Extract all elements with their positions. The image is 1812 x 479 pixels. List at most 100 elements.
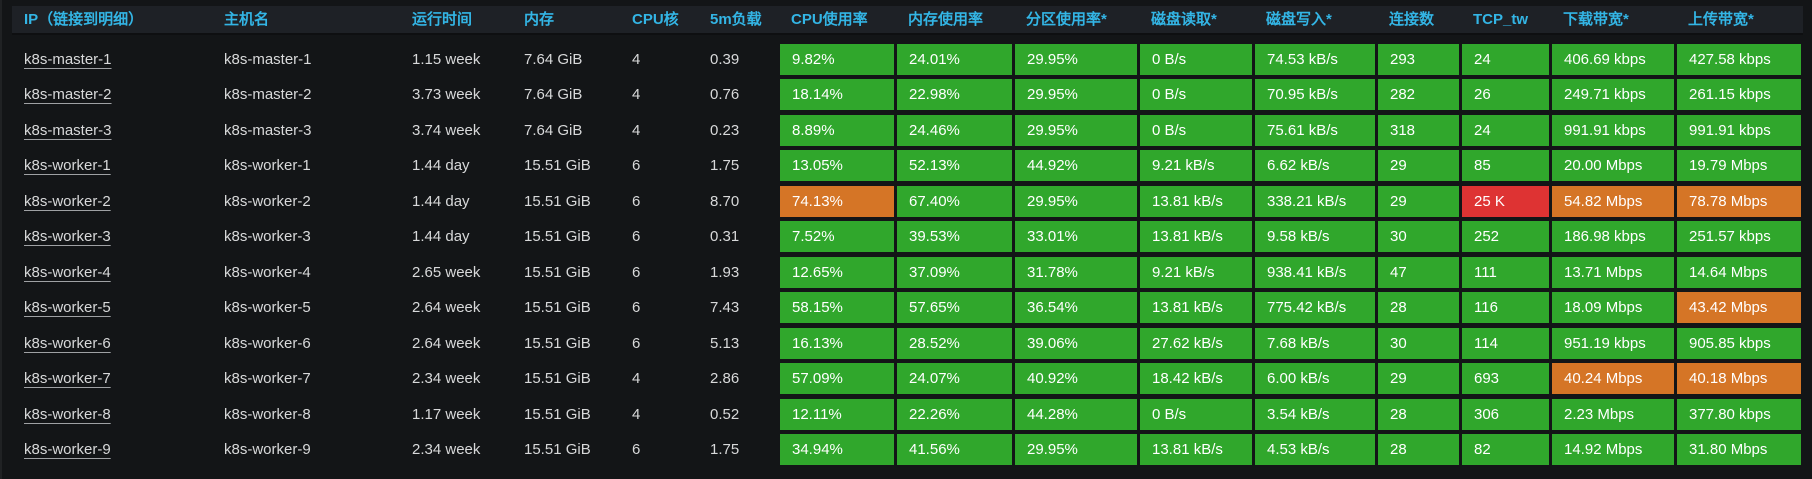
disk-read-value: 18.42 kB/s: [1140, 363, 1252, 394]
cell-load-5m: 1.93: [710, 263, 740, 281]
tcp-tw-value: 24: [1462, 114, 1549, 146]
partition-usage-value: 29.95%: [1015, 434, 1137, 465]
cell-disk-read: 9.21 kB/s: [1139, 255, 1254, 291]
column-header-disk-read[interactable]: 磁盘读取*: [1139, 6, 1254, 35]
ip-detail-link[interactable]: k8s-master-2: [24, 86, 112, 103]
ip-detail-link[interactable]: k8s-worker-6: [24, 334, 111, 352]
download-bandwidth-value: 991.91 kbps: [1552, 114, 1674, 146]
partition-usage-value: 29.95%: [1015, 114, 1137, 146]
cpu-usage-value: 18.14%: [780, 79, 894, 110]
disk-write-value: 338.21 kB/s: [1255, 185, 1375, 217]
ip-detail-link[interactable]: k8s-master-3: [24, 121, 112, 139]
download-bandwidth-value: 40.24 Mbps: [1552, 363, 1674, 394]
partition-usage-value: 40.92%: [1015, 363, 1137, 394]
cell-partition-usage: 39.06%: [1014, 326, 1139, 362]
cell-memory: 15.51 GiB: [524, 157, 591, 174]
cell-load-5m: 0.23: [710, 121, 740, 139]
download-bandwidth-value: 54.82 Mbps: [1552, 185, 1674, 217]
column-header-uptime[interactable]: 运行时间: [400, 6, 512, 35]
cpu-usage-value: 74.13%: [780, 185, 894, 217]
ip-detail-link[interactable]: k8s-worker-2: [24, 192, 111, 210]
cell-hostname: k8s-master-3: [224, 121, 312, 139]
cell-partition-usage: 40.92%: [1014, 361, 1139, 397]
connections-value: 282: [1378, 79, 1459, 110]
cell-tcp-tw: 116: [1461, 290, 1551, 326]
column-header-cpu-usage[interactable]: CPU使用率: [779, 6, 896, 35]
ip-detail-link[interactable]: k8s-worker-8: [24, 405, 111, 423]
cell-cpu-usage: 9.82%: [779, 42, 896, 78]
column-header-disk-write[interactable]: 磁盘写入*: [1254, 6, 1377, 35]
ip-detail-link[interactable]: k8s-worker-3: [24, 228, 111, 245]
cell-download-bandwidth: 249.71 kbps: [1551, 77, 1676, 113]
cell-disk-write: 70.95 kB/s: [1254, 77, 1377, 113]
column-header-ip[interactable]: IP（链接到明细）: [12, 6, 212, 35]
connections-value: 30: [1378, 327, 1459, 359]
cell-memory-usage: 39.53%: [896, 219, 1014, 255]
cell-ip: k8s-worker-1: [12, 148, 212, 184]
cell-hostname: k8s-worker-5: [224, 299, 311, 316]
ip-detail-link[interactable]: k8s-worker-4: [24, 263, 111, 281]
disk-write-value: 3.54 kB/s: [1255, 398, 1375, 430]
cpu-usage-value: 12.11%: [780, 398, 894, 430]
cell-ip: k8s-worker-9: [12, 432, 212, 468]
connections-value: 29: [1378, 150, 1459, 181]
tcp-tw-value: 252: [1462, 221, 1549, 252]
cpu-usage-value: 8.89%: [780, 114, 894, 146]
disk-read-value: 0 B/s: [1140, 43, 1252, 75]
ip-detail-link[interactable]: k8s-worker-9: [24, 441, 111, 458]
cell-tcp-tw: 24: [1461, 113, 1551, 149]
cell-connections: 28: [1377, 290, 1461, 326]
cell-uptime: 1.44 day: [412, 192, 470, 210]
cell-tcp-tw: 85: [1461, 148, 1551, 184]
panel-top-gap: [2, 0, 1812, 6]
column-header-memory[interactable]: 内存: [512, 6, 620, 35]
cell-connections: 30: [1377, 219, 1461, 255]
cell-disk-read: 13.81 kB/s: [1139, 219, 1254, 255]
column-header-hostname[interactable]: 主机名: [212, 6, 400, 35]
cell-memory: 15.51 GiB: [524, 263, 591, 281]
cell-uptime: 2.34 week: [412, 441, 481, 458]
cell-upload-bandwidth: 377.80 kbps: [1676, 397, 1803, 433]
column-header-upload-bandwidth[interactable]: 上传带宽*: [1676, 6, 1803, 35]
connections-value: 29: [1378, 363, 1459, 394]
ip-detail-link[interactable]: k8s-worker-1: [24, 157, 111, 174]
cell-connections: 30: [1377, 326, 1461, 362]
cell-upload-bandwidth: 427.58 kbps: [1676, 42, 1803, 78]
disk-write-value: 70.95 kB/s: [1255, 79, 1375, 110]
cell-cpu-cores: 6: [632, 441, 641, 458]
column-header-cpu-cores[interactable]: CPU核: [620, 6, 698, 35]
cell-uptime: 1.15 week: [412, 50, 481, 68]
cell-load-5m: 5.13: [710, 334, 740, 352]
cell-load-5m: 0.52: [710, 405, 740, 423]
cell-load-5m: 0.31: [710, 228, 740, 245]
disk-read-value: 13.81 kB/s: [1140, 292, 1252, 323]
cell-disk-write: 4.53 kB/s: [1254, 432, 1377, 468]
cell-upload-bandwidth: 43.42 Mbps: [1676, 290, 1803, 326]
cell-memory: 7.64 GiB: [524, 50, 583, 68]
ip-detail-link[interactable]: k8s-worker-7: [24, 370, 111, 387]
cell-memory-usage: 24.46%: [896, 113, 1014, 149]
cell-ip: k8s-worker-5: [12, 290, 212, 326]
partition-usage-value: 31.78%: [1015, 256, 1137, 288]
cell-memory: 15.51 GiB: [524, 370, 591, 387]
cell-uptime: 2.64 week: [412, 299, 481, 316]
download-bandwidth-value: 18.09 Mbps: [1552, 292, 1674, 323]
disk-write-value: 74.53 kB/s: [1255, 43, 1375, 75]
upload-bandwidth-value: 905.85 kbps: [1677, 327, 1801, 359]
column-header-partition-usage[interactable]: 分区使用率*: [1014, 6, 1139, 35]
ip-detail-link[interactable]: k8s-master-1: [24, 50, 112, 68]
column-header-connections[interactable]: 连接数: [1377, 6, 1461, 35]
cell-partition-usage: 36.54%: [1014, 290, 1139, 326]
column-header-load-5m[interactable]: 5m负载: [698, 6, 779, 35]
cell-connections: 29: [1377, 361, 1461, 397]
cell-connections: 282: [1377, 77, 1461, 113]
column-header-download-bandwidth[interactable]: 下载带宽*: [1551, 6, 1676, 35]
cpu-usage-value: 12.65%: [780, 256, 894, 288]
column-header-memory-usage[interactable]: 内存使用率: [896, 6, 1014, 35]
column-header-tcp-tw[interactable]: TCP_tw: [1461, 6, 1551, 35]
connections-value: 30: [1378, 221, 1459, 252]
partition-usage-value: 44.28%: [1015, 398, 1137, 430]
ip-detail-link[interactable]: k8s-worker-5: [24, 299, 111, 316]
cell-upload-bandwidth: 31.80 Mbps: [1676, 432, 1803, 468]
cell-connections: 28: [1377, 432, 1461, 468]
